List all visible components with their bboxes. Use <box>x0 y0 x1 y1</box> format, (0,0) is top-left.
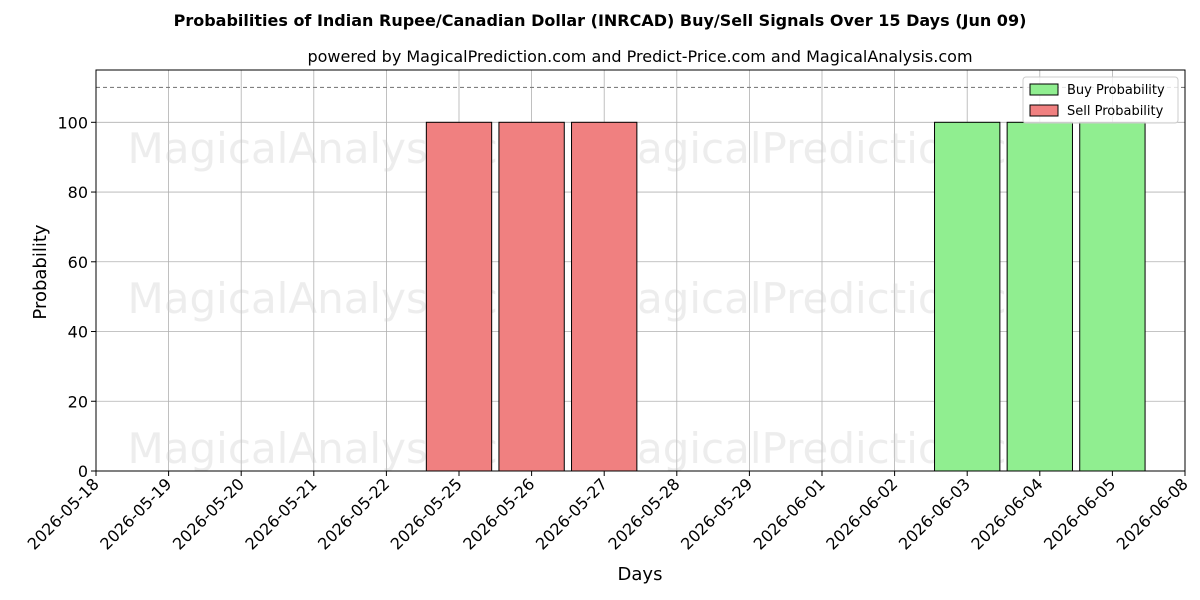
chart-subtitle: powered by MagicalPrediction.com and Pre… <box>307 47 972 66</box>
y-tick-label: 40 <box>68 323 88 342</box>
x-axis-label: Days <box>618 564 663 585</box>
legend-label: Buy Probability <box>1067 83 1165 98</box>
bars <box>425 121 1146 472</box>
sell-bar <box>571 121 638 472</box>
y-tick-label: 80 <box>68 183 88 202</box>
x-tick-label: 2026-05-20 <box>169 474 248 553</box>
x-tick-label: 2026-05-21 <box>241 474 320 553</box>
legend-label: Sell Probability <box>1067 104 1164 119</box>
y-tick-label: 20 <box>68 392 88 411</box>
watermark-text: MagicalPrediction.com <box>601 274 1074 323</box>
legend-box <box>1022 76 1179 124</box>
x-tick-label: 2026-06-02 <box>822 474 901 553</box>
legend-swatch <box>1029 83 1059 96</box>
y-tick-label: 60 <box>68 253 88 272</box>
x-tick-label: 2026-05-18 <box>24 474 103 553</box>
sell-bar <box>425 121 493 472</box>
chart-title: Probabilities of Indian Rupee/Canadian D… <box>174 11 1027 30</box>
buy-bar <box>934 121 1001 472</box>
x-tick-label: 2026-05-27 <box>532 474 611 553</box>
x-tick-label: 2026-05-19 <box>96 474 175 553</box>
x-tick-label: 2026-05-28 <box>604 474 683 553</box>
x-tick-label: 2026-06-03 <box>895 474 974 553</box>
watermark-text: MagicalPrediction.com <box>601 124 1074 173</box>
legend-swatch <box>1029 104 1059 117</box>
buy-bar <box>1079 121 1146 472</box>
x-tick-label: 2026-05-29 <box>677 474 756 553</box>
sell-bar <box>498 121 565 472</box>
legend: Buy Probability Sell Probability <box>1022 76 1179 124</box>
x-axis: 2026-05-182026-05-192026-05-202026-05-21… <box>24 471 1192 554</box>
watermark-text: MagicalPrediction.com <box>601 424 1074 473</box>
x-tick-label: 2026-05-26 <box>459 474 538 553</box>
y-axis: 0 20 40 60 80 100 <box>57 113 96 481</box>
x-tick-label: 2026-06-04 <box>967 474 1046 553</box>
x-tick-label: 2026-06-05 <box>1040 474 1119 553</box>
y-tick-label: 100 <box>57 113 88 132</box>
buy-bar <box>1006 121 1073 472</box>
y-tick-label: 0 <box>78 462 88 481</box>
x-tick-label: 2026-06-01 <box>750 474 829 553</box>
y-axis-label: Probability <box>30 224 51 319</box>
plot-frame <box>95 69 1186 472</box>
x-tick-label: 2026-05-22 <box>314 474 393 553</box>
x-tick-label: 2026-05-25 <box>387 474 466 553</box>
x-tick-label: 2026-06-08 <box>1113 474 1192 553</box>
